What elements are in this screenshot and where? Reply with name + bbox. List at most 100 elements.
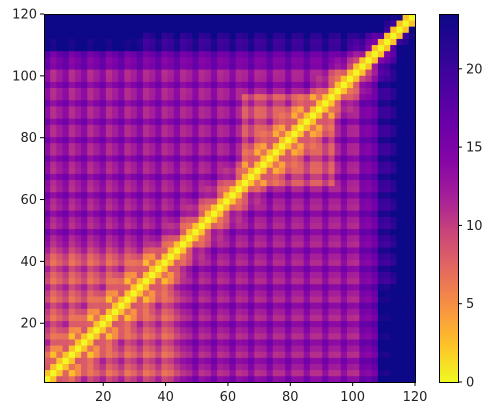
heatmap-cell — [173, 357, 181, 364]
heatmap-cell — [210, 112, 218, 119]
heatmap-cell — [142, 26, 150, 33]
heatmap-cell — [334, 375, 342, 383]
heatmap-cell — [223, 93, 230, 101]
heatmap-cell — [384, 124, 391, 131]
heatmap-cell — [74, 155, 82, 162]
heatmap-cell — [260, 253, 267, 260]
heatmap-cell — [217, 38, 224, 46]
heatmap-cell — [186, 332, 193, 340]
heatmap-cell — [278, 247, 286, 254]
heatmap-cell — [334, 277, 342, 285]
heatmap-cell — [155, 351, 162, 358]
heatmap-cell — [285, 179, 292, 187]
heatmap-cell — [130, 339, 138, 346]
heatmap-cell — [105, 118, 113, 125]
heatmap-cell — [192, 93, 199, 101]
heatmap-cell — [365, 26, 373, 33]
heatmap-cell — [62, 50, 70, 58]
heatmap-cell — [161, 234, 169, 242]
heatmap-cell — [74, 136, 82, 144]
heatmap-cell — [266, 283, 274, 291]
heatmap-cell — [402, 161, 410, 168]
heatmap-cell — [346, 253, 354, 260]
heatmap-cell — [192, 50, 199, 58]
heatmap-cell — [260, 75, 267, 82]
heatmap-cell — [50, 167, 57, 174]
heatmap-cell — [384, 240, 391, 248]
heatmap-cell — [93, 148, 101, 156]
heatmap-cell — [260, 290, 267, 297]
heatmap-cell — [334, 161, 342, 168]
heatmap-cell — [309, 240, 317, 248]
heatmap-cell — [396, 26, 404, 33]
heatmap-cell — [278, 136, 286, 144]
heatmap-cell — [390, 56, 397, 64]
heatmap-cell — [229, 283, 237, 291]
heatmap-cell — [136, 210, 144, 217]
heatmap-cell — [56, 339, 63, 346]
heatmap-cell — [99, 142, 107, 150]
heatmap-cell — [62, 357, 70, 364]
heatmap-cell — [68, 308, 76, 315]
heatmap-cell — [136, 14, 144, 21]
heatmap-cell — [44, 87, 51, 95]
heatmap-cell — [260, 63, 267, 70]
heatmap-cell — [161, 118, 169, 125]
heatmap-cell — [297, 50, 305, 58]
heatmap-cell — [371, 302, 379, 309]
heatmap-cell — [74, 259, 82, 266]
heatmap-cell — [93, 247, 101, 254]
heatmap-cell — [105, 290, 113, 297]
heatmap-cell — [124, 191, 131, 199]
heatmap-cell — [408, 130, 416, 138]
heatmap-cell — [87, 87, 94, 95]
heatmap-cell — [180, 130, 187, 138]
heatmap-cell — [371, 240, 379, 248]
heatmap-cell — [142, 320, 150, 328]
heatmap-cell — [346, 93, 354, 101]
tick-label: 60 — [20, 193, 37, 208]
heatmap-cell — [297, 148, 305, 156]
heatmap-cell — [266, 277, 274, 285]
heatmap-cell — [167, 332, 175, 340]
heatmap-cell — [56, 271, 63, 279]
heatmap-cell — [235, 351, 243, 358]
heatmap-cell — [136, 32, 144, 39]
heatmap-cell — [186, 308, 193, 315]
heatmap-cell — [303, 326, 311, 334]
heatmap-cell — [155, 204, 162, 211]
heatmap-cell — [217, 204, 224, 211]
heatmap-cell — [340, 228, 348, 236]
heatmap-cell — [346, 161, 354, 168]
heatmap-cell — [149, 32, 156, 39]
heatmap-cell — [266, 112, 274, 119]
heatmap-cell — [161, 56, 169, 64]
colorbar-frame — [439, 14, 459, 383]
heatmap-cell — [235, 173, 243, 180]
heatmap-cell — [340, 161, 348, 168]
heatmap-cell — [105, 185, 113, 193]
heatmap-cell — [248, 142, 255, 150]
heatmap-cell — [136, 314, 144, 322]
heatmap-cell — [192, 351, 199, 358]
heatmap-cell — [353, 314, 360, 322]
heatmap-cell — [167, 357, 175, 364]
heatmap-cell — [81, 216, 88, 223]
heatmap-cell — [346, 142, 354, 150]
heatmap-cell — [118, 81, 125, 88]
heatmap-cell — [272, 63, 280, 70]
heatmap-cell — [328, 277, 336, 285]
heatmap-cell — [377, 283, 385, 291]
heatmap-cell — [93, 106, 101, 113]
heatmap-cell — [390, 259, 397, 266]
heatmap-cell — [309, 179, 317, 187]
heatmap-cell — [118, 296, 125, 303]
heatmap-cell — [365, 118, 373, 125]
heatmap-cell — [340, 357, 348, 364]
heatmap-cell — [266, 363, 274, 371]
heatmap-cell — [235, 99, 243, 107]
heatmap-cell — [396, 14, 404, 21]
heatmap-cell — [328, 118, 336, 125]
heatmap-cell — [365, 369, 373, 377]
heatmap-cell — [346, 63, 354, 70]
